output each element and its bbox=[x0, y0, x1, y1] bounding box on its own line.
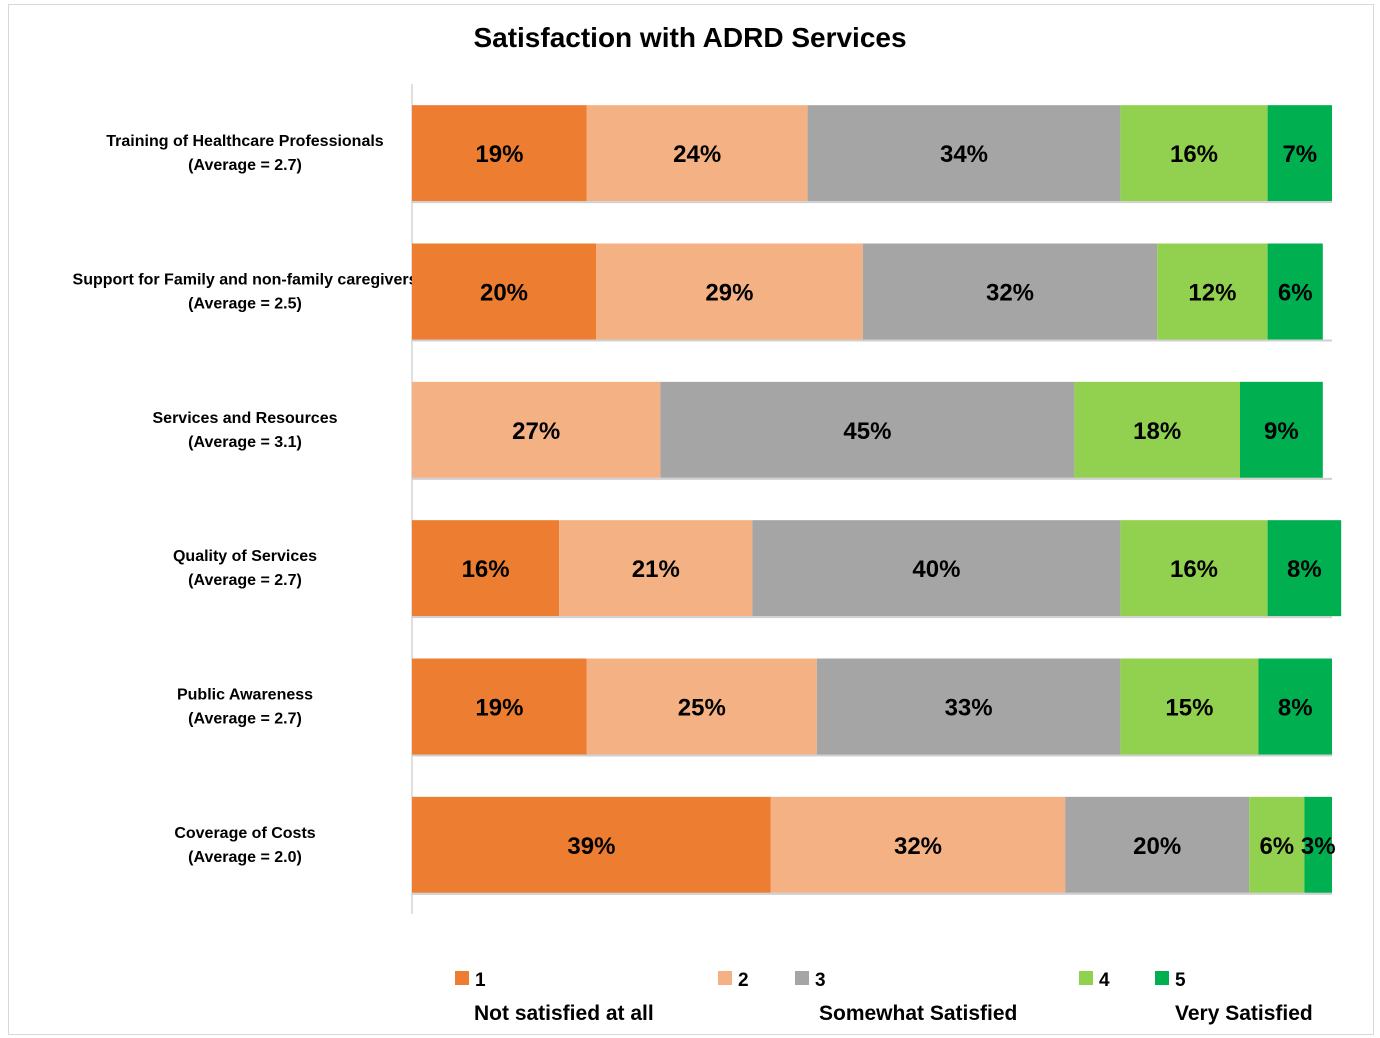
data-label: 3% bbox=[1301, 833, 1336, 860]
bar-segment bbox=[1120, 105, 1268, 202]
data-label: 29% bbox=[705, 280, 753, 307]
data-label: 12% bbox=[1188, 280, 1236, 307]
data-label: 25% bbox=[678, 695, 726, 722]
data-label: 39% bbox=[567, 833, 615, 860]
data-label: 19% bbox=[475, 141, 523, 168]
category-average-label: (Average = 2.0) bbox=[188, 849, 302, 866]
bar-segment bbox=[412, 105, 587, 202]
data-label: 32% bbox=[894, 833, 942, 860]
bar-segment bbox=[412, 243, 596, 340]
legend-description: Not satisfied at all bbox=[474, 1002, 654, 1025]
bar-segment bbox=[1267, 105, 1332, 202]
legend-swatch bbox=[795, 971, 809, 985]
data-label: 16% bbox=[462, 556, 510, 583]
chart-title: Satisfaction with ADRD Services bbox=[473, 22, 907, 53]
data-label: 34% bbox=[940, 141, 988, 168]
data-label: 8% bbox=[1287, 556, 1322, 583]
legend-swatch bbox=[1155, 971, 1169, 985]
legend-swatch bbox=[455, 971, 469, 985]
legend-description: Very Satisfied bbox=[1175, 1002, 1313, 1025]
bar-segment bbox=[1240, 381, 1323, 478]
data-label: 6% bbox=[1278, 280, 1313, 307]
bar-segment bbox=[1267, 520, 1342, 617]
legend-entry: 3 bbox=[815, 970, 826, 991]
bar-segment bbox=[596, 243, 863, 340]
bar-segment bbox=[412, 658, 587, 755]
bar-segment bbox=[1304, 796, 1332, 893]
chart-frame bbox=[8, 4, 1374, 1035]
data-label: 7% bbox=[1282, 141, 1317, 168]
bar-segment bbox=[1267, 243, 1323, 340]
bar-segment bbox=[412, 796, 771, 893]
data-label: 15% bbox=[1165, 695, 1213, 722]
bar-segment bbox=[1157, 243, 1268, 340]
legend-description: Somewhat Satisfied bbox=[819, 1002, 1017, 1025]
bar-segment bbox=[412, 520, 560, 617]
data-label: 32% bbox=[986, 280, 1034, 307]
bar-segment bbox=[1065, 796, 1250, 893]
data-label: 27% bbox=[512, 418, 560, 445]
bar-segment bbox=[559, 520, 753, 617]
data-label: 18% bbox=[1133, 418, 1181, 445]
legend-entry: 2 bbox=[738, 970, 749, 991]
data-label: 24% bbox=[673, 141, 721, 168]
legend-entry: 1 bbox=[475, 970, 486, 991]
legend-swatch bbox=[718, 971, 732, 985]
category-label: Services and Resources bbox=[153, 410, 338, 427]
bar-segment bbox=[1074, 381, 1240, 478]
category-label: Quality of Services bbox=[173, 548, 317, 565]
data-label: 40% bbox=[912, 556, 960, 583]
bar-segment bbox=[586, 658, 817, 755]
data-label: 33% bbox=[945, 695, 993, 722]
legend-entry: 4 bbox=[1099, 970, 1110, 991]
bar-segment bbox=[1120, 520, 1268, 617]
category-average-label: (Average = 2.7) bbox=[188, 711, 302, 728]
bar-segment bbox=[770, 796, 1066, 893]
data-label: 20% bbox=[480, 280, 528, 307]
category-average-label: (Average = 2.7) bbox=[188, 572, 302, 589]
category-average-label: (Average = 2.5) bbox=[188, 296, 302, 313]
category-average-label: (Average = 2.7) bbox=[188, 157, 302, 174]
bar-segment bbox=[586, 105, 808, 202]
legend-entry: 5 bbox=[1175, 970, 1186, 991]
category-average-label: (Average = 3.1) bbox=[188, 434, 302, 451]
bar-segment bbox=[807, 105, 1121, 202]
data-label: 16% bbox=[1170, 556, 1218, 583]
category-label: Training of Healthcare Professionals bbox=[106, 133, 384, 150]
data-label: 19% bbox=[475, 695, 523, 722]
legend-swatch bbox=[1079, 971, 1093, 985]
bar-segment bbox=[1120, 658, 1259, 755]
bar-segment bbox=[660, 381, 1075, 478]
bar-segment bbox=[816, 658, 1121, 755]
bar-segment bbox=[752, 520, 1121, 617]
bar-segment bbox=[1258, 658, 1332, 755]
data-label: 16% bbox=[1170, 141, 1218, 168]
data-label: 21% bbox=[632, 556, 680, 583]
bar-segment bbox=[1249, 796, 1305, 893]
data-label: 9% bbox=[1264, 418, 1299, 445]
data-label: 6% bbox=[1259, 833, 1294, 860]
bar-segment bbox=[412, 381, 661, 478]
data-label: 8% bbox=[1278, 695, 1313, 722]
category-label: Public Awareness bbox=[177, 687, 313, 704]
category-label: Coverage of Costs bbox=[174, 825, 315, 842]
bar-segment bbox=[862, 243, 1158, 340]
category-label: Support for Family and non-family caregi… bbox=[73, 272, 418, 289]
data-label: 20% bbox=[1133, 833, 1181, 860]
data-label: 45% bbox=[843, 418, 891, 445]
